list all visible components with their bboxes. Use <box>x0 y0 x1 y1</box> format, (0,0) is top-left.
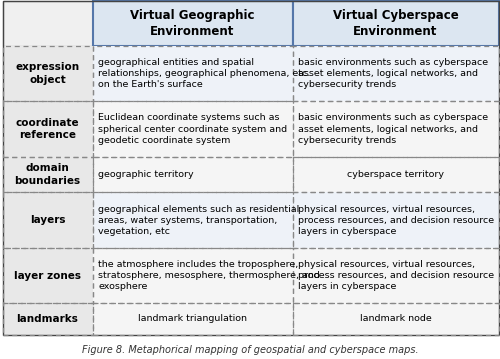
Text: domain
boundaries: domain boundaries <box>14 163 80 186</box>
Text: Euclidean coordinate systems such as
spherical center coordinate system and
geod: Euclidean coordinate systems such as sph… <box>98 113 288 145</box>
Text: layers: layers <box>30 215 65 225</box>
Text: Figure 8. Metaphorical mapping of geospatial and cyberspace maps.: Figure 8. Metaphorical mapping of geospa… <box>82 345 418 355</box>
Text: geographical elements such as residential
areas, water systems, transportation,
: geographical elements such as residentia… <box>98 205 300 236</box>
Text: physical resources, virtual resources,
process resources, and decision resource
: physical resources, virtual resources, p… <box>298 260 494 291</box>
Bar <box>292 157 498 192</box>
Text: the atmosphere includes the troposphere,
stratosphere, mesosphere, thermosphere,: the atmosphere includes the troposphere,… <box>98 260 320 291</box>
Bar <box>292 248 498 303</box>
Text: geographic territory: geographic territory <box>98 170 194 179</box>
Bar <box>92 303 292 335</box>
Text: landmarks: landmarks <box>16 314 78 324</box>
Bar <box>2 101 92 157</box>
Text: expression
object: expression object <box>16 62 80 85</box>
Bar <box>292 46 498 101</box>
Bar <box>92 46 292 101</box>
Bar <box>92 192 292 248</box>
Bar <box>92 1 292 46</box>
Bar <box>92 157 292 192</box>
Bar <box>292 101 498 157</box>
Bar <box>92 248 292 303</box>
Bar <box>292 192 498 248</box>
Bar <box>292 303 498 335</box>
Bar <box>2 1 92 46</box>
Bar <box>2 192 92 248</box>
Text: physical resources, virtual resources,
process resources, and decision resource
: physical resources, virtual resources, p… <box>298 205 494 236</box>
Text: landmark triangulation: landmark triangulation <box>138 314 247 323</box>
Bar <box>92 101 292 157</box>
Text: geographical entities and spatial
relationships, geographical phenomena, etc.
on: geographical entities and spatial relati… <box>98 58 311 89</box>
Bar <box>2 248 92 303</box>
Bar <box>2 303 92 335</box>
Bar <box>292 1 498 46</box>
Text: landmark node: landmark node <box>360 314 432 323</box>
Bar <box>2 46 92 101</box>
Text: layer zones: layer zones <box>14 271 81 281</box>
Text: cyberspace territory: cyberspace territory <box>347 170 444 179</box>
Text: Virtual Geographic
Environment: Virtual Geographic Environment <box>130 9 255 38</box>
Text: basic environments such as cyberspace
asset elements, logical networks, and
cybe: basic environments such as cyberspace as… <box>298 113 488 145</box>
Text: Virtual Cyberspace
Environment: Virtual Cyberspace Environment <box>332 9 458 38</box>
Text: coordinate
reference: coordinate reference <box>16 118 80 140</box>
Bar <box>2 157 92 192</box>
Text: basic environments such as cyberspace
asset elements, logical networks, and
cybe: basic environments such as cyberspace as… <box>298 58 488 89</box>
